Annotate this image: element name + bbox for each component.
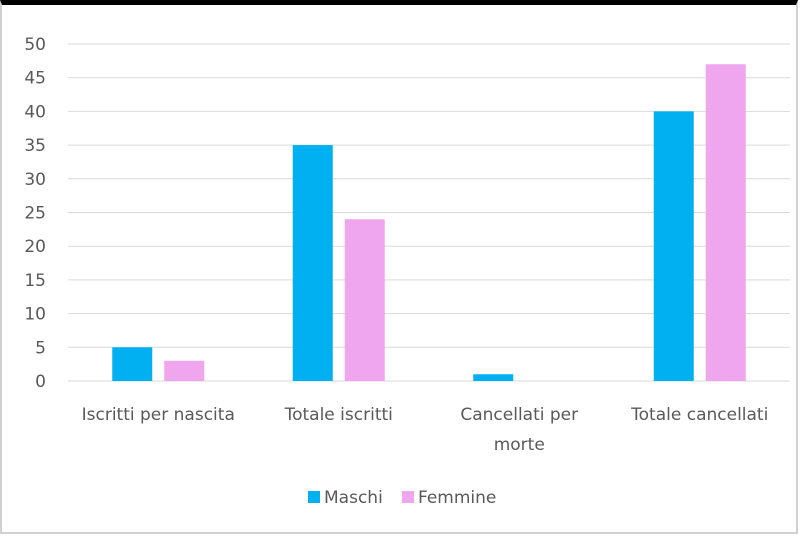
bar-maschi-1	[292, 145, 333, 381]
bar-maschi-2	[473, 374, 514, 381]
legend-swatch-femmine	[402, 491, 414, 503]
legend-swatch-maschi	[308, 491, 320, 503]
legend-label-femmine: Femmine	[418, 488, 496, 508]
y-axis-ticks: 0 5 10 15 20 25 30 35 40 45 50	[24, 35, 46, 392]
y-tick-label: 40	[24, 102, 46, 122]
y-tick-label: 50	[24, 35, 46, 55]
x-category-label: Totale iscritti	[284, 405, 393, 425]
bar-femmine-3	[705, 64, 746, 381]
x-category-label: Cancellati per morte	[460, 405, 578, 455]
y-tick-label: 15	[24, 271, 46, 291]
y-tick-label: 10	[24, 305, 46, 325]
bars	[112, 64, 746, 382]
y-tick-label: 25	[24, 204, 46, 224]
bar-maschi-0	[112, 347, 153, 381]
legend: Maschi Femmine	[308, 488, 496, 508]
bar-maschi-3	[653, 111, 694, 382]
y-tick-label: 20	[24, 237, 46, 257]
y-tick-label: 0	[35, 372, 46, 392]
bar-femmine-0	[164, 360, 205, 381]
legend-label-maschi: Maschi	[324, 488, 383, 508]
y-tick-label: 45	[24, 69, 46, 89]
x-category-label: Totale cancellati	[630, 405, 768, 425]
y-tick-label: 35	[24, 136, 46, 156]
y-tick-label: 30	[24, 170, 46, 190]
y-tick-label: 5	[35, 338, 46, 358]
x-category-label: Iscritti per nascita	[82, 405, 235, 425]
bar-femmine-1	[344, 219, 385, 381]
x-axis-categories: Iscritti per nascita Totale iscritti Cance…	[82, 405, 769, 455]
